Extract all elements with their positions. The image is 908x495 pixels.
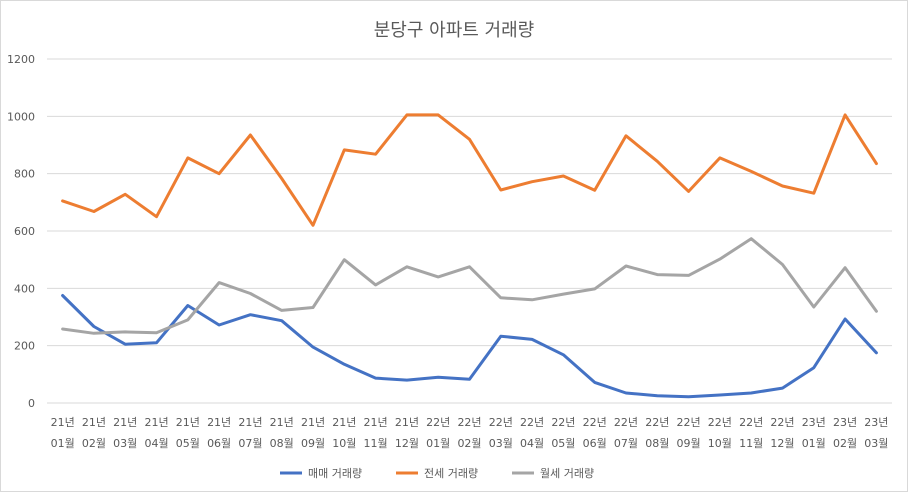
x-tick-label-month: 02월 [457, 437, 481, 450]
x-tick-label-year: 21년 [176, 416, 200, 429]
x-tick-label-month: 02월 [833, 437, 857, 450]
x-tick-label-month: 09월 [301, 437, 325, 450]
y-tick-label: 200 [14, 340, 35, 353]
x-tick-label-year: 23년 [833, 416, 857, 429]
x-tick-label-month: 04월 [520, 437, 544, 450]
x-tick-label-year: 21년 [301, 416, 325, 429]
x-tick-label-month: 05월 [176, 437, 200, 450]
x-tick-label-month: 06월 [583, 437, 607, 450]
series-line [61, 113, 878, 227]
y-tick-label: 1000 [7, 110, 35, 123]
x-tick-label-year: 22년 [770, 416, 794, 429]
x-tick-label-month: 12월 [395, 437, 419, 450]
x-tick-label-month: 03월 [489, 437, 513, 450]
y-axis-ticks: 0 200 400 600 800 1000 1200 [7, 53, 35, 410]
x-tick-label-month: 11월 [364, 437, 388, 450]
x-tick-label-year: 22년 [551, 416, 575, 429]
x-tick-label-month: 08월 [270, 437, 294, 450]
legend-item: 매매 거래량 [280, 467, 362, 480]
chart-title: 분당구 아파트 거래량 [374, 20, 534, 41]
x-tick-label-year: 21년 [82, 416, 106, 429]
x-tick-label-year: 22년 [489, 416, 513, 429]
y-tick-label: 0 [28, 397, 35, 410]
series-line [61, 237, 878, 335]
x-tick-label-month: 10월 [708, 437, 732, 450]
legend-label: 전세 거래량 [424, 467, 478, 480]
x-tick-label-year: 22년 [457, 416, 481, 429]
x-tick-label-month: 07월 [614, 437, 638, 450]
x-tick-label-year: 22년 [583, 416, 607, 429]
x-tick-label-year: 22년 [426, 416, 450, 429]
x-tick-label-year: 22년 [739, 416, 763, 429]
x-tick-label-month: 01월 [802, 437, 826, 450]
legend-item: 전세 거래량 [396, 467, 478, 480]
x-tick-label-year: 21년 [364, 416, 388, 429]
x-tick-label-month: 11월 [739, 437, 763, 450]
y-tick-label: 600 [14, 225, 35, 238]
x-tick-label-year: 21년 [270, 416, 294, 429]
x-tick-label-month: 07월 [238, 437, 262, 450]
y-tick-label: 800 [14, 168, 35, 181]
x-tick-label-year: 21년 [113, 416, 137, 429]
x-tick-label-month: 06월 [207, 437, 231, 450]
x-tick-label-month: 03월 [113, 437, 137, 450]
legend: 매매 거래량 전세 거래량 월세 거래량 [280, 467, 594, 480]
x-tick-label-year: 22년 [614, 416, 638, 429]
series-lines [61, 113, 878, 399]
legend-label: 매매 거래량 [308, 467, 362, 480]
x-tick-label-month: 05월 [551, 437, 575, 450]
x-tick-label-month: 01월 [51, 437, 75, 450]
x-tick-label-month: 10월 [332, 437, 356, 450]
x-tick-label-year: 22년 [645, 416, 669, 429]
x-tick-label-year: 21년 [238, 416, 262, 429]
x-axis-ticks: 21년 01월 21년 02월 21년 03월 21년 04월 21년 05월 21년 06월 21년 0… [51, 416, 889, 450]
x-tick-label-month: 01월 [426, 437, 450, 450]
x-tick-label-year: 21년 [207, 416, 231, 429]
x-tick-label-month: 04월 [144, 437, 168, 450]
x-tick-label-year: 22년 [708, 416, 732, 429]
x-tick-label-year: 23년 [802, 416, 826, 429]
y-tick-label: 400 [14, 282, 35, 295]
x-tick-label-year: 23년 [864, 416, 888, 429]
x-tick-label-month: 12월 [770, 437, 794, 450]
x-tick-label-month: 08월 [645, 437, 669, 450]
x-tick-label-month: 03월 [864, 437, 888, 450]
x-tick-label-year: 21년 [144, 416, 168, 429]
series-line [61, 294, 878, 399]
x-tick-label-month: 09월 [677, 437, 701, 450]
x-tick-label-year: 22년 [520, 416, 544, 429]
x-tick-label-year: 21년 [332, 416, 356, 429]
y-tick-label: 1200 [7, 53, 35, 66]
x-tick-label-year: 21년 [51, 416, 75, 429]
gridlines [47, 58, 892, 404]
legend-item: 월세 거래량 [512, 467, 594, 480]
legend-label: 월세 거래량 [540, 467, 594, 480]
x-tick-label-year: 21년 [395, 416, 419, 429]
x-tick-label-year: 22년 [677, 416, 701, 429]
x-tick-label-month: 02월 [82, 437, 106, 450]
